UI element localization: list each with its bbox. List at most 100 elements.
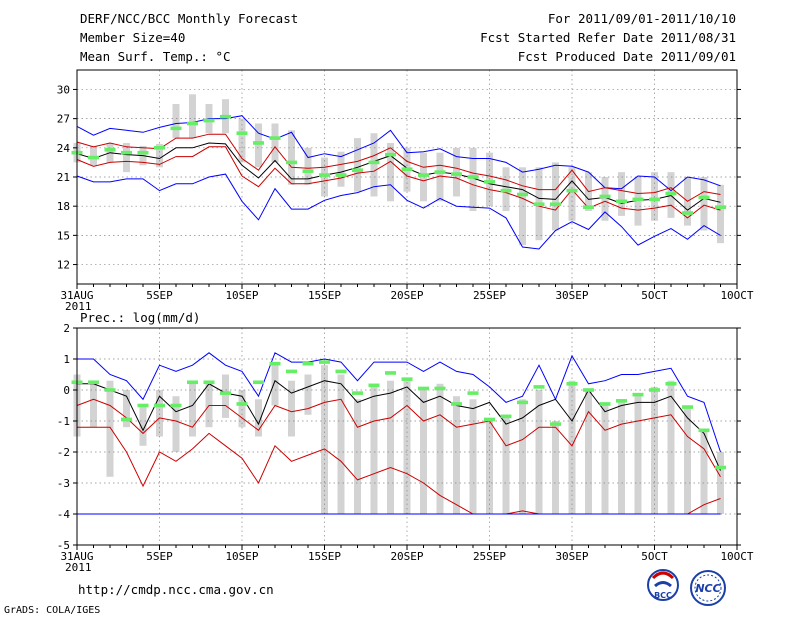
prec-member-marker [137, 403, 149, 408]
temp-member-marker [253, 141, 264, 145]
prec-spread-box [403, 380, 411, 514]
temp-year-label: 2011 [65, 300, 92, 313]
prec-panel-title: Prec.: log(mm/d) [80, 310, 200, 325]
prec-year-label: 2011 [65, 561, 92, 574]
temp-spread-box [123, 142, 130, 173]
prec-member-marker [269, 361, 281, 366]
temp-ytick-label: 24 [57, 142, 71, 155]
temp-series-max-line [76, 115, 721, 192]
prec-spread-box [354, 399, 361, 514]
temp-spread-box [601, 177, 609, 221]
ncc-logo: NCC [690, 570, 726, 606]
temp-member-marker [236, 131, 248, 136]
prec-member-marker [698, 428, 710, 433]
prec-member-marker [352, 391, 363, 395]
prec-spread-box [667, 380, 675, 514]
prec-member-marker [253, 380, 264, 385]
temp-spread-box [288, 130, 295, 185]
temp-member-marker [451, 172, 462, 176]
temp-member-marker [368, 160, 380, 165]
temp-member-marker [170, 126, 182, 131]
prec-spread-box [618, 399, 625, 514]
prec-spread-box [106, 380, 114, 477]
ncc-logo-ring [690, 570, 726, 606]
temp-spread-box [552, 162, 559, 231]
temp-member-marker [401, 167, 413, 172]
prec-ytick-label: -4 [57, 508, 71, 521]
temp-member-marker [583, 205, 594, 209]
temp-spread-box [387, 142, 394, 202]
ncc-logo-text: NCC [695, 582, 720, 595]
temp-spread-box [634, 177, 642, 226]
prec-member-marker [385, 371, 396, 375]
prec-member-marker [154, 403, 165, 408]
temp-spread-box [304, 147, 312, 185]
temp-ytick-label: 15 [57, 229, 70, 242]
prec-spread-box [436, 383, 444, 514]
temp-ytick-label: 18 [57, 200, 70, 213]
prec-member-marker [88, 380, 99, 385]
temp-ytick-label: 27 [57, 113, 70, 126]
prec-member-marker [484, 417, 495, 422]
prec-ytick-label: -5 [57, 539, 70, 552]
prec-member-marker [451, 402, 462, 406]
temp-series-min-line [76, 173, 721, 250]
temp-ytick-label: 30 [57, 83, 70, 96]
prec-member-marker [335, 369, 347, 374]
prec-spread-box [585, 390, 592, 514]
temp-member-marker [550, 202, 561, 207]
prec-spread-box [288, 380, 295, 437]
fcst-started-label: Fcst Started Refer Date 2011/08/31 [480, 30, 736, 45]
prec-xtick-label: 15SEP [308, 550, 341, 563]
prec-member-marker [203, 380, 215, 385]
temp-member-marker [500, 188, 512, 193]
temp-spread-box [370, 133, 378, 197]
temp-spread-box [717, 184, 724, 244]
temp-member-marker [467, 175, 479, 179]
precipitation-panel: -5 -4 -3 -2 -1 0 1 2 31AUG 5SEP 10SEP 15SEP 20SEP 25S… [57, 322, 754, 574]
temp-xtick-label: 25SEP [473, 289, 506, 302]
prec-member-marker [616, 399, 627, 403]
prec-member-marker [220, 391, 231, 395]
temp-spread-box [172, 104, 180, 139]
temp-member-marker [319, 173, 330, 177]
temp-member-marker [352, 168, 363, 172]
source-url[interactable]: http://cmdp.ncc.cma.gov.cn [78, 582, 274, 597]
prec-xtick-label: 5OCT [641, 550, 668, 563]
prec-xtick-label: 31AUG [60, 550, 93, 563]
prec-member-marker [121, 417, 132, 422]
forecast-period-label: For 2011/09/01-2011/10/10 [548, 11, 736, 26]
prec-member-marker [170, 403, 182, 408]
prec-member-marker [500, 414, 512, 419]
prec-member-marker [632, 392, 644, 397]
prec-member-marker [467, 391, 479, 395]
prec-ytick-label: -3 [57, 477, 70, 490]
member-size-label: Member Size=40 [80, 30, 185, 45]
temp-xtick-label: 30SEP [555, 289, 588, 302]
prec-spread-box [304, 374, 312, 415]
bcc-logo-swirl [651, 571, 675, 580]
temp-member-marker [385, 152, 396, 157]
temp-xtick-label: 5SEP [146, 289, 173, 302]
temp-spread-box [238, 118, 246, 163]
prec-member-marker [368, 383, 380, 388]
temp-spread-box [90, 145, 97, 166]
prec-spread-box [172, 396, 180, 452]
prec-xtick-label: 5SEP [146, 550, 173, 563]
prec-xtick-label: 25SEP [473, 550, 506, 563]
temp-member-marker [715, 205, 726, 209]
temp-member-marker [220, 114, 231, 119]
prec-series-mean-line [77, 379, 721, 471]
temp-member-marker [484, 180, 495, 184]
prec-member-marker [236, 402, 248, 406]
prec-member-marker [583, 388, 594, 392]
prec-spread-box [453, 396, 460, 514]
prec-spread-box [684, 405, 691, 514]
temp-spread-box [255, 123, 262, 168]
prec-series-max-line [77, 352, 721, 453]
prec-spread-box [271, 362, 279, 406]
prec-spread-box [337, 374, 345, 514]
temp-xtick-label: 20SEP [390, 289, 423, 302]
